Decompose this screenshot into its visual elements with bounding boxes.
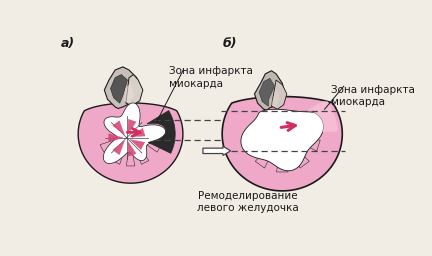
Polygon shape bbox=[130, 140, 145, 150]
Text: Зона инфаркта
миокарда: Зона инфаркта миокарда bbox=[169, 66, 253, 89]
Polygon shape bbox=[271, 89, 279, 107]
Polygon shape bbox=[130, 128, 145, 136]
Text: а): а) bbox=[61, 37, 75, 50]
Polygon shape bbox=[100, 136, 127, 152]
Polygon shape bbox=[112, 137, 129, 164]
Polygon shape bbox=[271, 80, 287, 109]
Text: Зона инфаркта
миокарда: Зона инфаркта миокарда bbox=[331, 85, 415, 107]
Text: б): б) bbox=[223, 37, 238, 50]
Polygon shape bbox=[111, 74, 127, 103]
Polygon shape bbox=[308, 102, 337, 132]
Polygon shape bbox=[109, 134, 123, 142]
Polygon shape bbox=[222, 97, 342, 191]
Polygon shape bbox=[254, 71, 285, 110]
Polygon shape bbox=[244, 135, 279, 151]
Polygon shape bbox=[259, 78, 274, 106]
Polygon shape bbox=[147, 111, 175, 153]
Polygon shape bbox=[78, 103, 183, 183]
Polygon shape bbox=[134, 136, 161, 152]
Polygon shape bbox=[126, 138, 135, 166]
Polygon shape bbox=[128, 119, 136, 134]
Polygon shape bbox=[241, 109, 324, 171]
Polygon shape bbox=[285, 137, 309, 168]
Text: Ремоделирование
левого желудочка: Ремоделирование левого желудочка bbox=[197, 191, 299, 213]
FancyArrow shape bbox=[203, 146, 231, 155]
Polygon shape bbox=[105, 67, 140, 109]
Polygon shape bbox=[286, 135, 320, 151]
Polygon shape bbox=[113, 141, 124, 155]
Polygon shape bbox=[128, 141, 136, 156]
Polygon shape bbox=[124, 84, 133, 103]
Polygon shape bbox=[103, 103, 166, 163]
Polygon shape bbox=[255, 137, 280, 168]
Polygon shape bbox=[132, 137, 149, 164]
Polygon shape bbox=[113, 121, 124, 135]
Polygon shape bbox=[276, 138, 288, 172]
Polygon shape bbox=[126, 74, 143, 105]
